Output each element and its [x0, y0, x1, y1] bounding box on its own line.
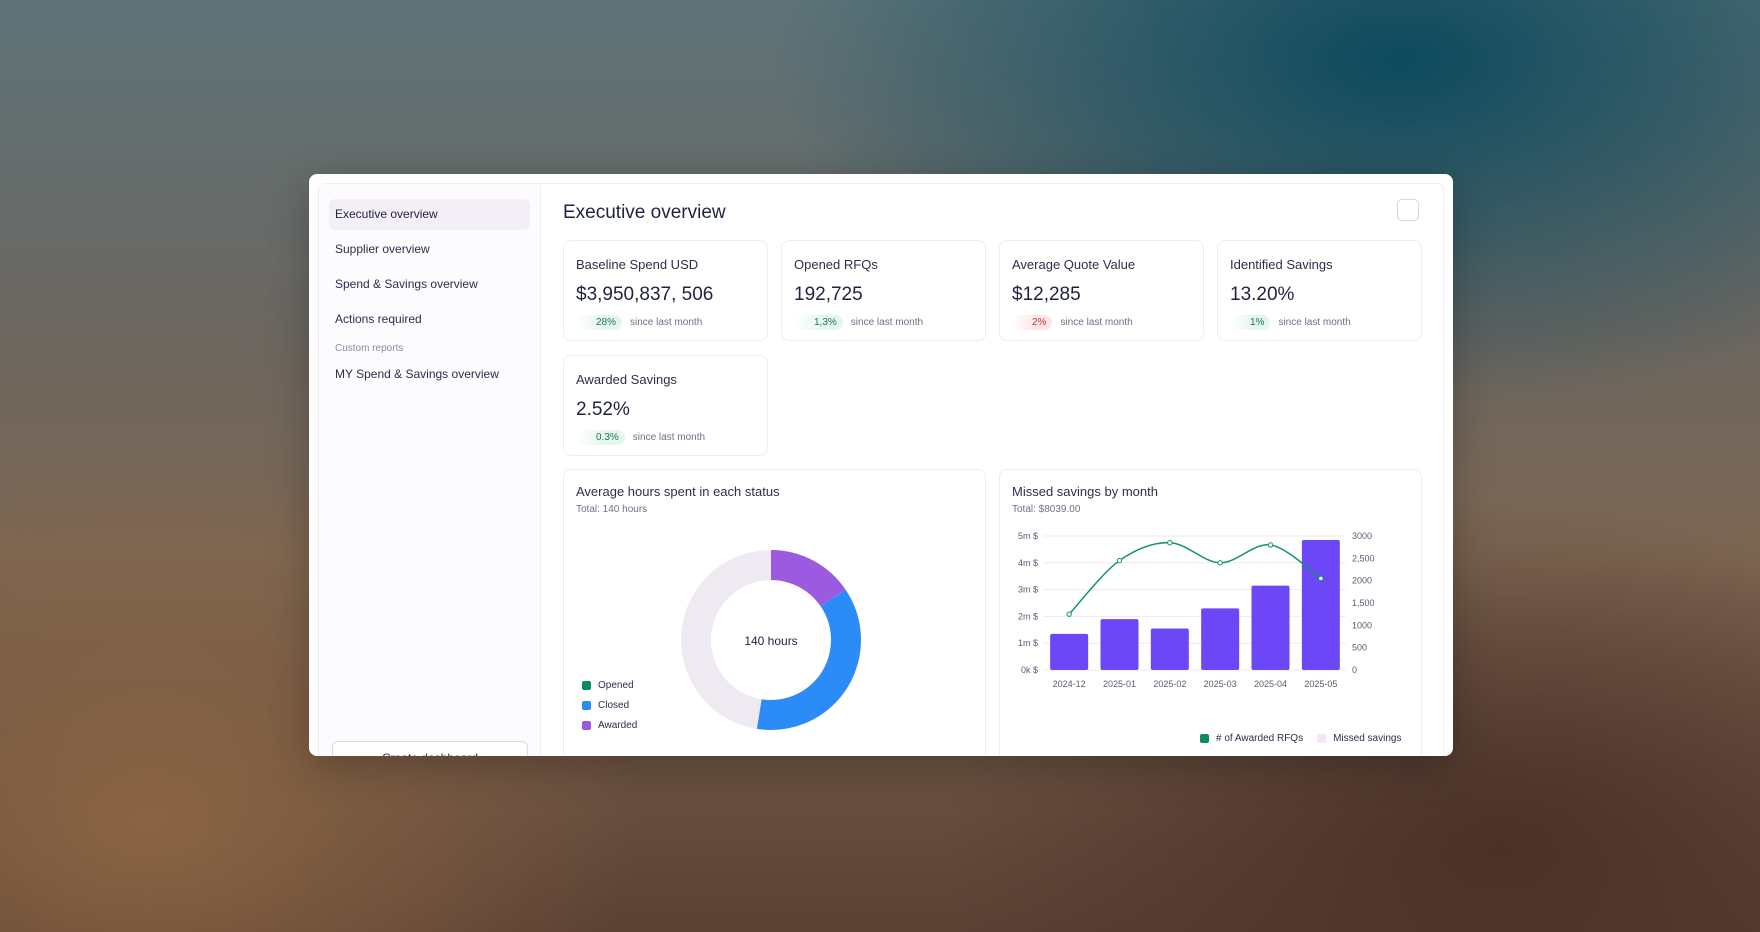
- bar-2024-12[interactable]: [1050, 633, 1089, 670]
- kpi-title: Baseline Spend USD: [576, 257, 699, 272]
- right-axis-tick: 0: [1352, 665, 1357, 675]
- legend-label: # of Awarded RFQs: [1216, 732, 1304, 744]
- x-axis-tick: 2025-01: [1103, 679, 1136, 689]
- legend-item-awarded-rfqs: # of Awarded RFQs: [1200, 728, 1303, 748]
- kpi-card-awarded-savings: Awarded Savings 2.52% 0.3% since last mon…: [563, 355, 768, 456]
- x-axis-tick: 2025-03: [1204, 679, 1237, 689]
- x-axis-tick: 2025-02: [1153, 679, 1186, 689]
- right-axis-tick: 1,500: [1352, 598, 1375, 608]
- legend-item-opened: Opened: [582, 675, 637, 695]
- page-title: Executive overview: [563, 202, 726, 223]
- legend-item-closed: Closed: [582, 695, 637, 715]
- bar-2025-01[interactable]: [1100, 619, 1139, 670]
- legend-item-awarded: Awarded: [582, 715, 637, 735]
- bar-2025-03[interactable]: [1201, 608, 1240, 670]
- legend-label: Opened: [598, 679, 634, 691]
- x-axis-tick: 2025-05: [1304, 679, 1337, 689]
- right-axis-tick: 2,500: [1352, 553, 1375, 563]
- sidebar: Executive overview Supplier overview Spe…: [319, 184, 541, 756]
- bar-2025-02[interactable]: [1150, 628, 1189, 670]
- line-point-2025-04[interactable]: [1267, 542, 1274, 548]
- main-content: Executive overview Baseline Spend USD $3…: [541, 184, 1443, 756]
- kpi-since-label: since last month: [632, 432, 706, 443]
- donut-chart: [681, 550, 861, 730]
- kpi-since-label: since last month: [850, 317, 924, 328]
- kpi-title: Average Quote Value: [1012, 257, 1136, 272]
- sidebar-item-supplier-overview[interactable]: Supplier overview: [335, 242, 430, 256]
- panel-title: Missed savings by month: [1012, 484, 1158, 499]
- kpi-change-badge: 0.3%: [576, 430, 625, 445]
- header-checkbox[interactable]: [1397, 199, 1419, 221]
- kpi-value: 13.20%: [1230, 284, 1295, 305]
- line-point-2024-12[interactable]: [1066, 611, 1072, 617]
- line-point-2025-05[interactable]: [1318, 575, 1324, 582]
- panel-title: Average hours spent in each status: [576, 484, 780, 499]
- dashboard-frame: Executive overview Supplier overview Spe…: [318, 183, 1444, 756]
- legend-swatch: [582, 700, 591, 710]
- kpi-card-opened-rfqs: Opened RFQs 192,725 1,3% since last month: [781, 240, 986, 341]
- right-axis-tick: 3000: [1352, 531, 1372, 541]
- right-axis-tick: 1000: [1352, 620, 1372, 630]
- kpi-change-badge: 1,3%: [794, 315, 843, 330]
- sidebar-item-actions-required[interactable]: Actions required: [335, 312, 422, 326]
- legend-swatch: [1317, 733, 1327, 743]
- left-axis-tick: 0k $: [1021, 665, 1038, 675]
- left-axis-tick: 1m $: [1018, 638, 1038, 648]
- hours-status-panel: Average hours spent in each status Total…: [563, 469, 986, 756]
- legend-swatch: [582, 720, 591, 730]
- legend-label: Awarded: [598, 719, 638, 731]
- kpi-title: Awarded Savings: [576, 372, 677, 387]
- line-point-2025-03[interactable]: [1217, 560, 1223, 566]
- donut-legend: Opened Closed Awarded: [582, 675, 637, 735]
- legend-swatch: [582, 680, 591, 690]
- left-axis-tick: 5m $: [1018, 531, 1038, 541]
- kpi-change-badge: 28%: [576, 315, 623, 330]
- right-axis-tick: 2000: [1352, 576, 1372, 586]
- kpi-since-label: since last month: [630, 317, 703, 328]
- kpi-since-label: since last month: [1278, 317, 1351, 328]
- line-point-2025-01[interactable]: [1116, 557, 1123, 564]
- kpi-card-average-quote-value: Average Quote Value $12,285 2% since last…: [999, 240, 1204, 341]
- left-axis-tick: 4m $: [1018, 558, 1038, 568]
- dashboard-window: Executive overview Supplier overview Spe…: [309, 174, 1453, 756]
- legend-label: Closed: [598, 699, 630, 711]
- kpi-change-badge: 1%: [1230, 315, 1271, 330]
- kpi-change-badge: 2%: [1012, 315, 1053, 330]
- panel-subtitle: Total: $8039.00: [1012, 504, 1081, 515]
- panel-subtitle: Total: 140 hours: [576, 504, 648, 515]
- kpi-value: $12,285: [1012, 284, 1081, 305]
- donut-slice-closed[interactable]: [681, 550, 861, 730]
- kpi-value: 2.52%: [576, 399, 630, 420]
- kpi-card-baseline-spend: Baseline Spend USD $3,950,837, 506 28% si…: [563, 240, 768, 341]
- legend-label: Missed savings: [1333, 732, 1402, 744]
- kpi-value: $3,950,837, 506: [576, 284, 714, 305]
- kpi-title: Identified Savings: [1230, 257, 1333, 272]
- sidebar-item-spend-savings-overview[interactable]: Spend & Savings overview: [335, 277, 478, 291]
- x-axis-tick: 2024-12: [1053, 679, 1086, 689]
- missed-savings-chart: 5m $ 4m $ 3m $ 2m $ 1m $ 0k $ 3000 2,500 2000 1,5…: [1018, 531, 1375, 689]
- kpi-value: 192,725: [794, 284, 863, 305]
- missed-savings-panel: Missed savings by month Total: $8039.00 …: [999, 469, 1422, 756]
- line-point-2025-02[interactable]: [1167, 540, 1173, 546]
- sidebar-item-executive-overview[interactable]: Executive overview: [329, 199, 530, 230]
- bar-2025-04[interactable]: [1251, 585, 1290, 670]
- awarded-rfqs-line: [1068, 541, 1322, 615]
- left-axis-tick: 2m $: [1018, 611, 1038, 621]
- x-axis-tick: 2025-04: [1254, 679, 1287, 689]
- combo-legend: # of Awarded RFQs Missed savings: [1200, 728, 1401, 748]
- legend-swatch: [1200, 733, 1209, 743]
- kpi-title: Opened RFQs: [794, 257, 878, 272]
- donut-center-label: 140 hours: [744, 634, 798, 648]
- left-axis-tick: 3m $: [1018, 585, 1038, 595]
- create-dashboard-button[interactable]: Create dashboard: [332, 741, 528, 756]
- sidebar-section-custom-reports: Custom reports: [335, 343, 404, 354]
- donut-slice-opened[interactable]: [681, 550, 861, 730]
- kpi-card-identified-savings: Identified Savings 13.20% 1% since last m…: [1217, 240, 1422, 341]
- bar-2025-05[interactable]: [1301, 540, 1340, 670]
- sidebar-item-my-spend-savings-overview[interactable]: MY Spend & Savings overview: [335, 367, 499, 381]
- kpi-since-label: since last month: [1060, 317, 1133, 328]
- legend-item-missed-savings: Missed savings: [1317, 728, 1401, 748]
- right-axis-tick: 500: [1352, 643, 1367, 653]
